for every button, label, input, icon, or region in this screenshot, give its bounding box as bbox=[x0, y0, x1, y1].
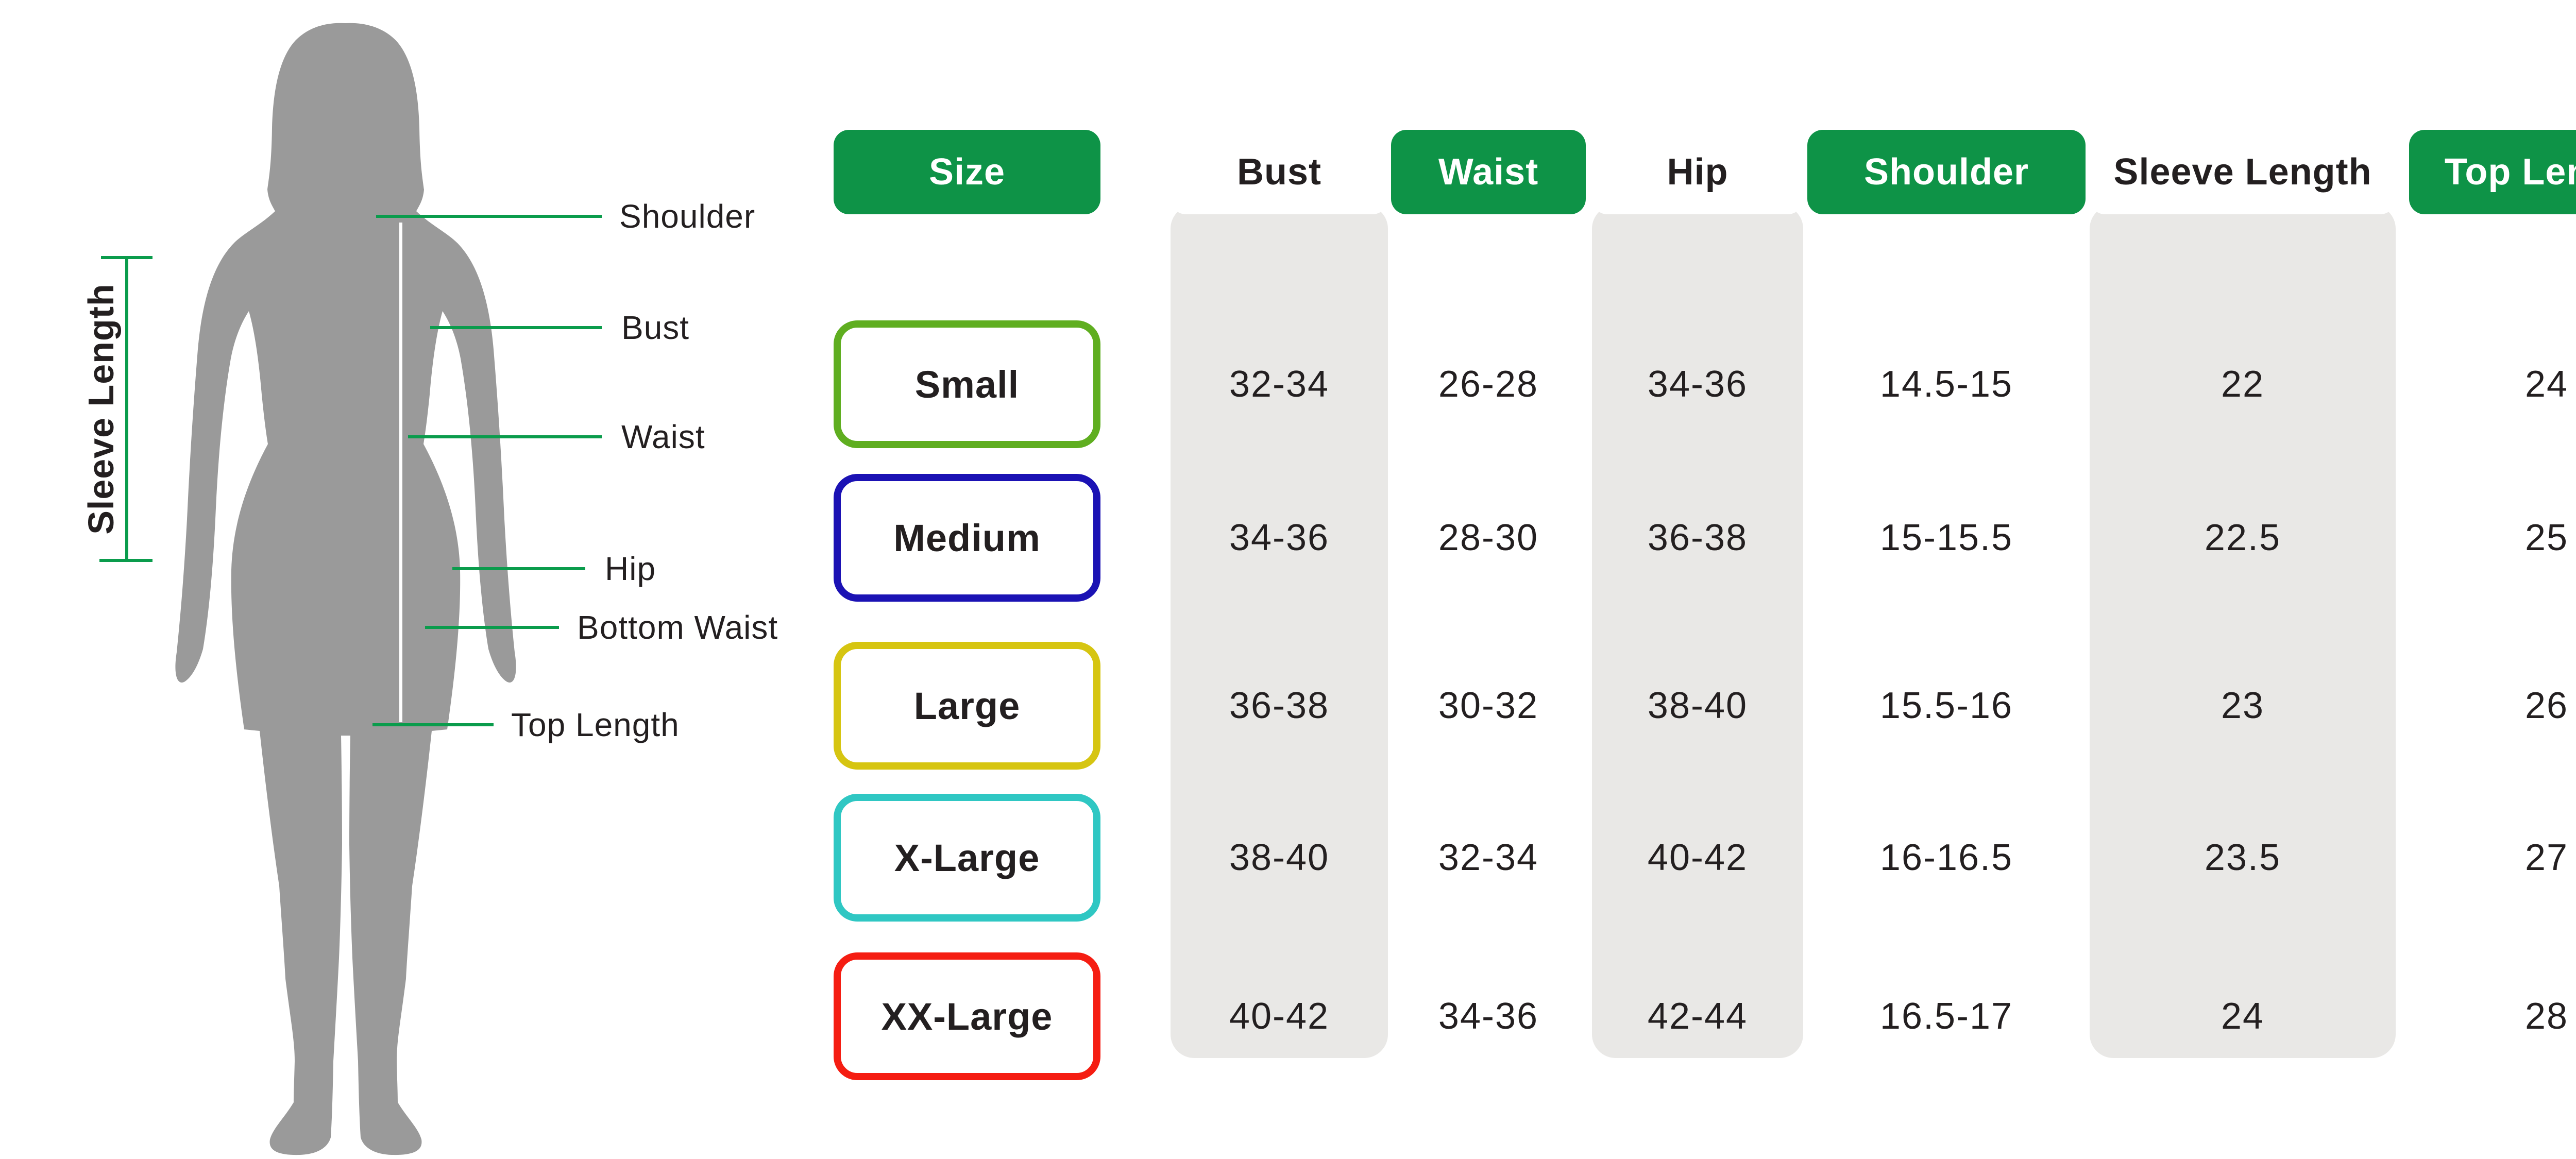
column-stripe-hip bbox=[1592, 205, 1803, 1058]
table-cell: 30-32 bbox=[1438, 685, 1539, 726]
table-cell: 15-15.5 bbox=[1879, 517, 2013, 558]
table-cell: 34-36 bbox=[1229, 517, 1330, 558]
table-cell: 22.5 bbox=[2204, 517, 2281, 558]
sleeve-length-label: Sleeve Length bbox=[81, 283, 121, 535]
table-cell: 42-44 bbox=[1647, 996, 1748, 1037]
column-header-top-length: Top Length bbox=[2409, 130, 2576, 214]
table-cell: 26-28 bbox=[1438, 364, 1539, 405]
top-length-label: Top Length bbox=[511, 706, 680, 743]
column-header-shoulder: Shoulder bbox=[1807, 130, 2086, 214]
size-button-xx-large[interactable]: XX-Large bbox=[834, 952, 1100, 1080]
column-header-hip: Hip bbox=[1592, 130, 1803, 214]
table-cell: 32-34 bbox=[1229, 364, 1330, 405]
table-cell: 16-16.5 bbox=[1879, 837, 2013, 878]
table-cell: 24 bbox=[2524, 364, 2569, 405]
table-cell: 40-42 bbox=[1229, 996, 1330, 1037]
table-cell: 38-40 bbox=[1229, 837, 1330, 878]
shoulder-label: Shoulder bbox=[619, 198, 756, 235]
column-stripe-sleeve-length bbox=[2090, 205, 2396, 1058]
table-cell: 40-42 bbox=[1647, 837, 1748, 878]
table-cell: 36-38 bbox=[1229, 685, 1330, 726]
table-cell: 23 bbox=[2221, 685, 2265, 726]
bottom-waist-label: Bottom Waist bbox=[577, 609, 778, 646]
female-body-silhouette bbox=[99, 23, 602, 1155]
body-shape bbox=[175, 23, 516, 1155]
table-cell: 36-38 bbox=[1647, 517, 1748, 558]
table-cell: 14.5-15 bbox=[1879, 364, 2013, 405]
table-cell: 34-36 bbox=[1438, 996, 1539, 1037]
column-header-size: Size bbox=[834, 130, 1100, 214]
waist-label: Waist bbox=[621, 418, 705, 455]
table-cell: 38-40 bbox=[1647, 685, 1748, 726]
table-cell: 15.5-16 bbox=[1879, 685, 2013, 726]
hip-label: Hip bbox=[605, 550, 656, 587]
column-header-sleeve-length: Sleeve Length bbox=[2090, 130, 2396, 214]
table-cell: 16.5-17 bbox=[1879, 996, 2013, 1037]
table-cell: 26 bbox=[2524, 685, 2569, 726]
column-stripe-bust bbox=[1171, 205, 1388, 1058]
table-cell: 27 bbox=[2524, 837, 2569, 878]
bust-label: Bust bbox=[621, 309, 690, 346]
table-cell: 23.5 bbox=[2204, 837, 2281, 878]
table-cell: 28-30 bbox=[1438, 517, 1539, 558]
column-header-waist: Waist bbox=[1391, 130, 1586, 214]
table-cell: 24 bbox=[2221, 996, 2265, 1037]
table-cell: 34-36 bbox=[1647, 364, 1748, 405]
size-button-x-large[interactable]: X-Large bbox=[834, 794, 1100, 922]
size-button-large[interactable]: Large bbox=[834, 642, 1100, 770]
table-cell: 32-34 bbox=[1438, 837, 1539, 878]
size-button-small[interactable]: Small bbox=[834, 320, 1100, 448]
table-cell: 25 bbox=[2524, 517, 2569, 558]
size-button-medium[interactable]: Medium bbox=[834, 474, 1100, 602]
table-cell: 22 bbox=[2221, 364, 2265, 405]
column-header-bust: Bust bbox=[1171, 130, 1388, 214]
table-cell: 28 bbox=[2524, 996, 2569, 1037]
